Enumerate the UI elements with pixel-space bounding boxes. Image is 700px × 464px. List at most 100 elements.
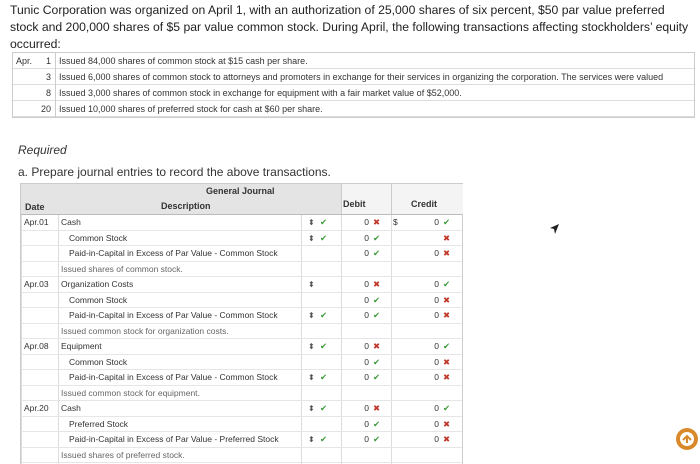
debit-mark: ✖ — [373, 341, 381, 351]
credit-mark: ✔ — [443, 279, 451, 289]
row-line — [21, 229, 462, 231]
column-line — [58, 215, 59, 464]
account: Cash — [61, 217, 81, 227]
day-divider — [55, 69, 56, 85]
account-mark: ✔ — [320, 217, 328, 227]
credit-mark: ✖ — [443, 434, 451, 444]
row-line — [21, 291, 462, 293]
row-line — [21, 276, 462, 277]
credit-amount: 0 — [434, 403, 439, 413]
credit-header-bg — [391, 184, 463, 214]
dropdown-arrow: ⬍ — [308, 342, 315, 351]
debit-mark: ✔ — [373, 294, 381, 305]
account: Common Stock — [69, 294, 128, 305]
row-line — [13, 100, 694, 101]
credit-amount: 0 — [434, 310, 439, 320]
account-mark: ✔ — [320, 341, 328, 351]
credit-mark: ✖ — [443, 248, 451, 258]
debit-mark: ✔ — [373, 372, 381, 382]
account: Equipment — [61, 341, 102, 351]
credit-mark: ✖ — [443, 232, 451, 243]
column-line — [341, 215, 342, 464]
transaction-text: Issued 10,000 shares of preferred stock … — [59, 104, 323, 114]
account: Paid-in-Capital in Excess of Par Value -… — [69, 372, 278, 382]
row-line — [13, 84, 694, 85]
day: 8 — [45, 88, 51, 98]
credit-amount: 0 — [434, 434, 439, 444]
debit-mark: ✖ — [373, 403, 381, 413]
debit-header: Debit — [343, 199, 366, 209]
debit-mark: ✖ — [373, 279, 381, 289]
credit-mark: ✖ — [443, 310, 451, 320]
journal-table: General Journal Date Description Debit C… — [20, 183, 463, 464]
credit-header: Credit — [411, 199, 438, 209]
credit-mark: ✔ — [443, 341, 451, 351]
credit-amount: 0 — [434, 356, 439, 367]
credit-mark: ✔ — [443, 217, 451, 227]
day: 3 — [45, 72, 51, 82]
row-line — [21, 400, 462, 401]
row-line — [13, 116, 694, 117]
credit-prefix: $ — [393, 217, 398, 227]
column-line — [21, 215, 22, 464]
transaction-text: Issued 6,000 shares of common stock to a… — [59, 72, 664, 82]
journal-title: General Journal — [206, 186, 275, 196]
account-mark: ✔ — [320, 310, 328, 320]
memo: Issued shares of preferred stock. — [61, 449, 185, 460]
dropdown-arrow: ⬍ — [308, 404, 315, 413]
account: Paid-in-Capital in Excess of Par Value -… — [69, 248, 278, 258]
account: Paid-in-Capital in Excess of Par Value -… — [69, 310, 278, 320]
account: Paid-in-Capital in Excess of Par Value -… — [69, 434, 279, 444]
debit-amount: 0 — [364, 310, 369, 320]
credit-amount: 0 — [434, 279, 439, 289]
scroll-top-button[interactable] — [675, 427, 699, 451]
entry-date: Apr.03 — [24, 279, 49, 289]
cursor — [550, 224, 559, 234]
account-mark: ✔ — [320, 372, 328, 382]
account: Organization Costs — [61, 279, 134, 289]
month: Apr. — [16, 56, 33, 66]
transaction-text: Issued 3,000 shares of common stock in e… — [59, 88, 462, 98]
debit-amount: 0 — [364, 217, 369, 227]
account: Preferred Stock — [69, 418, 129, 429]
dropdown-arrow: ⬍ — [308, 218, 315, 227]
description-header: Description — [161, 201, 211, 211]
credit-amount: 0 — [434, 294, 439, 305]
debit-amount: 0 — [364, 403, 369, 413]
credit-amount: 0 — [434, 217, 439, 227]
dropdown-arrow: ⬍ — [308, 233, 315, 243]
debit-amount: 0 — [364, 294, 369, 305]
row-line — [21, 353, 462, 355]
account-mark: ✔ — [320, 403, 328, 413]
account-mark: ✔ — [320, 232, 328, 243]
debit-mark: ✔ — [373, 232, 381, 243]
memo: Issued common stock for equipment. — [61, 387, 200, 398]
credit-amount: 0 — [434, 372, 439, 382]
dropdown-arrow: ⬍ — [308, 280, 315, 289]
row-line — [21, 338, 462, 339]
day-divider — [55, 101, 56, 117]
day-divider — [55, 85, 56, 101]
day: 20 — [40, 104, 51, 114]
entry-date: Apr.08 — [24, 341, 49, 351]
debit-mark: ✔ — [373, 418, 381, 429]
row-line — [21, 369, 462, 370]
credit-amount: 0 — [434, 341, 439, 351]
credit-mark: ✖ — [443, 372, 451, 382]
dropdown-arrow: ⬍ — [308, 311, 315, 320]
entry-date: Apr.01 — [24, 217, 49, 227]
debit-mark: ✖ — [373, 217, 381, 227]
transaction-text: Issued 84,000 shares of common stock at … — [59, 56, 308, 66]
credit-mark: ✖ — [443, 294, 451, 305]
required-heading: Required — [18, 143, 67, 157]
row-line — [21, 245, 462, 246]
credit-mark: ✖ — [443, 356, 451, 367]
debit-mark: ✔ — [373, 248, 381, 258]
debit-amount: 0 — [364, 434, 369, 444]
debit-header-bg — [341, 184, 392, 214]
row-line — [21, 260, 462, 262]
row-line — [21, 384, 462, 386]
credit-mark: ✔ — [443, 403, 451, 413]
debit-mark: ✔ — [373, 310, 381, 320]
